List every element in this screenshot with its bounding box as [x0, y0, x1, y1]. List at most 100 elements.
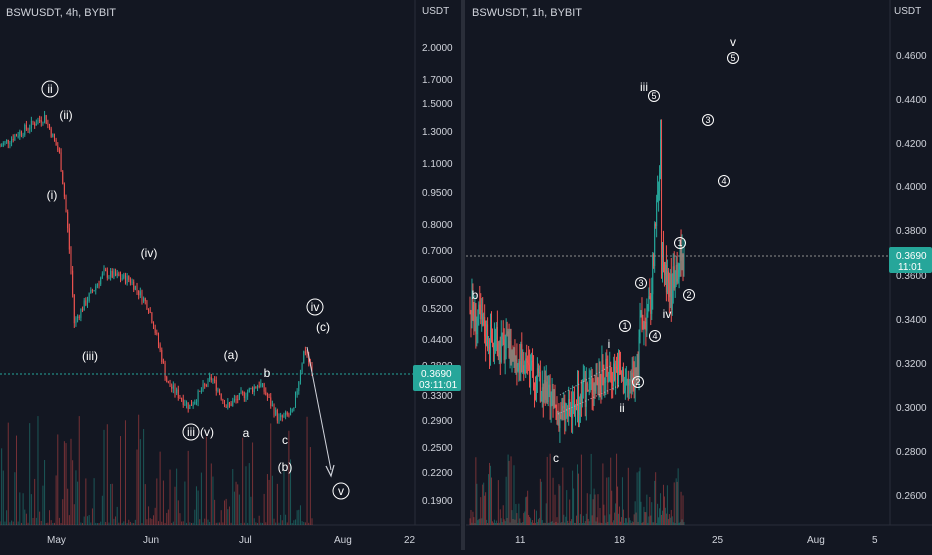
candle-body: [633, 376, 635, 391]
right-candles[interactable]: [469, 119, 685, 443]
right-panel[interactable]: [466, 0, 932, 550]
candle-body: [37, 119, 39, 125]
candle-body: [209, 377, 211, 379]
candle-body: [603, 377, 605, 383]
volume-bar: [600, 522, 602, 525]
volume-bar: [560, 522, 562, 525]
volume-bar: [593, 488, 595, 525]
volume-bar: [586, 493, 588, 525]
candle-body: [573, 400, 575, 402]
volume-bar: [110, 483, 112, 525]
candle-body: [134, 286, 136, 290]
volume-bar: [237, 484, 239, 525]
left-chart-title: BSWUSDT, 4h, BYBIT: [6, 7, 116, 19]
volume-bar: [157, 521, 159, 525]
candle-body: [665, 265, 667, 293]
volume-bar: [49, 510, 51, 525]
volume-bar: [166, 512, 168, 525]
candle-body: [210, 377, 212, 381]
candle-body: [113, 271, 115, 278]
volume-bar: [584, 521, 586, 525]
volume-bar: [293, 520, 295, 525]
left-panel[interactable]: [0, 0, 460, 550]
volume-bar: [500, 518, 502, 525]
candle-body: [192, 404, 194, 406]
candle-body: [293, 407, 295, 410]
volume-bar: [672, 522, 674, 525]
candle-body: [286, 412, 288, 415]
wave-circle-icon: [41, 80, 59, 98]
candle-body: [40, 120, 42, 123]
left-countdown: 03:11:01: [419, 380, 458, 391]
wave-circle-icon: [635, 277, 647, 289]
volume-bar: [301, 521, 303, 525]
volume-bar: [520, 522, 522, 525]
candle-body: [514, 347, 516, 362]
wave-label: iv: [663, 307, 672, 321]
candle-body: [275, 410, 277, 415]
volume-bar: [98, 522, 100, 525]
volume-bar: [613, 520, 615, 525]
candle-body: [536, 368, 538, 377]
volume-bar: [291, 522, 293, 525]
candle-body: [584, 378, 586, 407]
volume-bar: [278, 522, 280, 525]
volume-bar: [683, 522, 685, 525]
volume-bar: [113, 518, 115, 525]
candle-body: [493, 339, 495, 351]
volume-bar: [662, 484, 664, 525]
volume-bar: [233, 491, 235, 525]
volume-bar: [222, 522, 224, 525]
candle-body: [176, 389, 178, 394]
candle-body: [676, 264, 678, 282]
candle-body: [513, 347, 515, 357]
volume-bar: [615, 503, 617, 525]
volume-bar: [676, 481, 678, 525]
volume-bar: [12, 521, 14, 525]
candle-body: [593, 383, 595, 395]
volume-bar: [631, 521, 633, 525]
candle-body: [473, 315, 475, 322]
candle-body: [273, 405, 275, 415]
candle-body: [588, 383, 590, 391]
volume-bar: [679, 521, 681, 525]
wave-label: (v): [200, 425, 214, 439]
wave-circle-icon: [332, 482, 350, 500]
volume-bar: [261, 522, 263, 525]
candle-body: [664, 265, 666, 276]
candle-body: [121, 278, 123, 280]
volume-bar: [634, 501, 636, 525]
candle-body: [115, 271, 117, 276]
candle-body: [227, 402, 229, 408]
volume-bar: [663, 496, 665, 525]
volume-bar: [662, 510, 664, 525]
candle-body: [24, 124, 26, 135]
candle-body: [215, 380, 217, 391]
volume-bar: [641, 522, 643, 525]
candle-body: [128, 275, 130, 280]
volume-bar: [154, 507, 156, 525]
candle-body: [276, 410, 278, 421]
volume-bar: [220, 510, 222, 525]
candle-body: [547, 387, 549, 403]
candle-body: [625, 381, 627, 384]
candle-body: [177, 389, 179, 398]
right-volume-bars: [469, 453, 685, 525]
volume-bar: [664, 507, 666, 525]
candle-body: [534, 392, 536, 400]
volume-bar: [283, 470, 285, 525]
candle-body: [564, 402, 566, 420]
volume-bar: [571, 519, 573, 525]
volume-bar: [52, 523, 54, 525]
volume-bar: [197, 490, 199, 525]
volume-bar: [585, 513, 587, 525]
candle-body: [657, 195, 659, 201]
candle-body: [124, 274, 126, 283]
volume-bar: [494, 522, 496, 525]
volume-bar: [116, 506, 118, 525]
volume-bar: [617, 486, 619, 525]
volume-bar: [497, 480, 499, 525]
candle-body: [550, 395, 552, 407]
left-candles[interactable]: [0, 110, 313, 424]
wave-label: c: [282, 433, 288, 447]
